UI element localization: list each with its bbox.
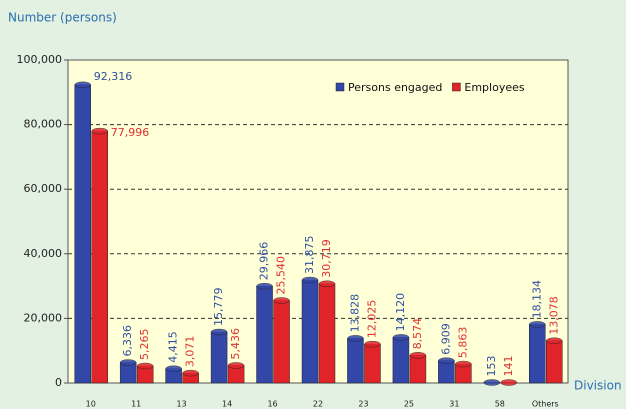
value-label: 6,336 bbox=[121, 325, 134, 357]
x-tick-label: Others bbox=[532, 400, 559, 409]
value-label: 8,574 bbox=[411, 318, 424, 350]
bar-cap bbox=[529, 321, 546, 328]
bar bbox=[347, 338, 364, 384]
value-label: 13,828 bbox=[348, 294, 361, 333]
value-label: 3,071 bbox=[184, 336, 197, 368]
bar bbox=[546, 340, 563, 384]
bar-cap bbox=[119, 359, 137, 366]
y-tick-label: 80,000 bbox=[24, 118, 63, 131]
bar-cap bbox=[483, 379, 501, 386]
value-label: 14,120 bbox=[394, 293, 407, 332]
legend-swatch bbox=[335, 82, 345, 92]
bar bbox=[529, 324, 546, 384]
bar bbox=[392, 337, 410, 384]
value-label: 18,134 bbox=[530, 280, 543, 319]
value-label: 141 bbox=[502, 356, 515, 377]
x-axis-title: Division bbox=[574, 379, 622, 393]
bar-cap bbox=[409, 352, 427, 359]
y-tick-label: 100,000 bbox=[17, 53, 63, 66]
bar-cap bbox=[74, 81, 91, 89]
value-label: 25,540 bbox=[275, 256, 288, 295]
bar-cap bbox=[256, 282, 273, 290]
bar bbox=[301, 279, 319, 384]
value-label: 5,863 bbox=[456, 327, 469, 359]
x-tick-label: 14 bbox=[222, 400, 232, 409]
bar-cap bbox=[347, 335, 364, 342]
value-label: 15,779 bbox=[212, 288, 225, 327]
bar-cap bbox=[364, 340, 381, 348]
value-label: 5,436 bbox=[229, 328, 242, 360]
value-label: 77,996 bbox=[111, 126, 149, 139]
value-label: 6,909 bbox=[439, 323, 452, 355]
bar-cap bbox=[165, 365, 182, 372]
bar bbox=[210, 331, 228, 384]
value-label: 4,415 bbox=[167, 331, 180, 363]
bar-cap bbox=[273, 297, 290, 304]
x-tick-label: 23 bbox=[358, 400, 368, 409]
bar bbox=[273, 300, 290, 384]
x-tick-label: 10 bbox=[86, 400, 96, 409]
bar-cap bbox=[455, 360, 472, 368]
bar bbox=[91, 130, 108, 384]
bar-cap bbox=[91, 127, 108, 135]
bar-cap bbox=[210, 328, 228, 336]
y-axis-title: Number (persons) bbox=[8, 11, 117, 25]
x-tick-label: 11 bbox=[131, 400, 141, 409]
value-label: 153 bbox=[485, 356, 498, 377]
value-label: 5,265 bbox=[138, 328, 151, 360]
x-tick-label: 58 bbox=[495, 400, 505, 409]
bar-cap bbox=[227, 362, 245, 369]
x-tick-label: 22 bbox=[313, 400, 323, 409]
bar-cap bbox=[182, 369, 199, 377]
value-label: 31,875 bbox=[303, 236, 316, 275]
bar-cap bbox=[438, 357, 455, 364]
value-label: 92,316 bbox=[94, 70, 132, 83]
bar-cap bbox=[546, 337, 563, 345]
value-label: 29,966 bbox=[258, 242, 271, 281]
bar-cap bbox=[301, 276, 319, 284]
y-tick-label: 20,000 bbox=[24, 311, 63, 324]
bar-cap bbox=[136, 362, 154, 370]
legend-swatch bbox=[452, 82, 461, 92]
bar bbox=[409, 355, 427, 384]
x-tick-label: 31 bbox=[449, 400, 459, 409]
bar bbox=[318, 283, 336, 384]
bar-cap bbox=[392, 334, 410, 341]
bar bbox=[438, 360, 455, 384]
y-tick-label: 60,000 bbox=[24, 182, 63, 195]
y-tick-label: 40,000 bbox=[24, 247, 63, 260]
bar-cap bbox=[500, 379, 518, 386]
bar bbox=[364, 343, 381, 384]
value-label: 13,078 bbox=[547, 296, 560, 335]
x-tick-label: 16 bbox=[267, 400, 277, 409]
value-label: 30,719 bbox=[320, 239, 333, 278]
x-tick-label: 13 bbox=[177, 400, 187, 409]
legend-label: Persons engaged bbox=[348, 81, 442, 94]
y-tick-label: 0 bbox=[55, 376, 62, 389]
bar-cap bbox=[318, 280, 336, 288]
x-tick-label: 25 bbox=[404, 400, 414, 409]
legend-label: Employees bbox=[464, 81, 524, 94]
bar bbox=[74, 84, 91, 384]
value-label: 12,025 bbox=[365, 300, 378, 339]
bar bbox=[256, 285, 273, 384]
